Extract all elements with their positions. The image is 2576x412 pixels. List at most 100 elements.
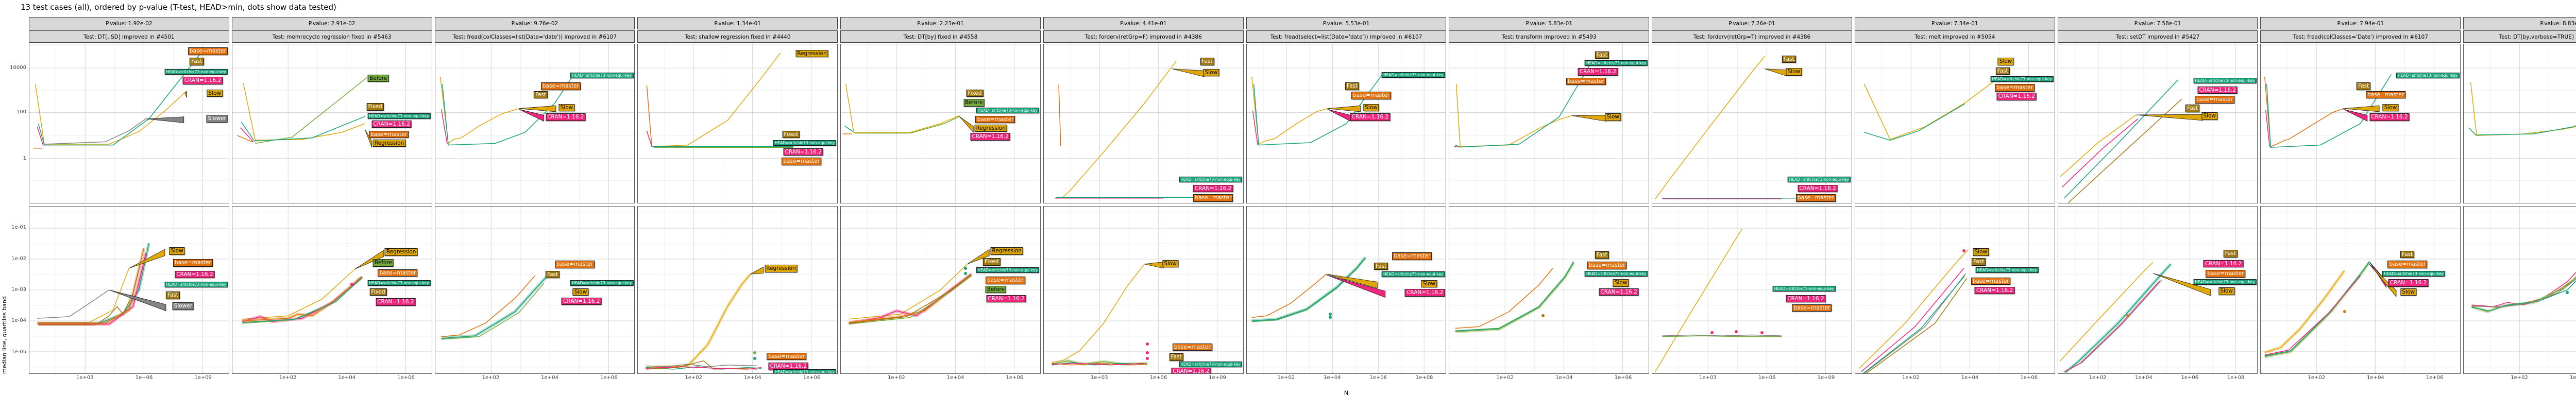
series-label: HEAD=sritchie73-non-equi-key (164, 281, 228, 287)
series-label: base=master (1587, 261, 1627, 269)
facet-pvalue-strip: P.value: 1.92e-02 (29, 17, 229, 29)
series-label: CRAN=1.16.2 (1171, 367, 1211, 373)
facet-test-strip: Test: setDT improved in #5427 (2057, 30, 2258, 43)
series-label: base=master (2365, 91, 2405, 99)
series-label: base=master (985, 277, 1025, 284)
series-label: base=master (1351, 92, 1391, 99)
series-label: Fast (2223, 250, 2238, 258)
series-plot (1449, 44, 1649, 203)
series-label: base=master (188, 47, 228, 55)
series-label: Fast (1595, 51, 1609, 59)
x-tick-row: 1e+03 1e+06 1e+09 (1043, 375, 1244, 383)
facet-test-strip: Test: memrecycle regression fixed in #54… (231, 30, 432, 43)
x-tick: 1e+06 (1006, 375, 1024, 381)
series-label: Fast (2357, 82, 2371, 90)
series-label: Fast (1972, 258, 1986, 266)
series-label: Slow (169, 247, 185, 255)
series-label: Slow (1613, 279, 1629, 287)
panel-kilobytes: HEAD=sritchie73-non-equi-key base=master F… (434, 44, 635, 203)
panel-kilobytes: Fast HEAD=sritchie73-non-equi-key CRAN=1.1… (1449, 44, 1650, 203)
panel-kilobytes: Fast Slow HEAD=sritchie73-non-equi-key CRAN… (1652, 44, 1852, 203)
data-dot (1541, 314, 1545, 318)
x-tick: 1e+03 (1090, 375, 1108, 381)
series-plot (2261, 44, 2460, 203)
x-tick: 1e+02 (1902, 375, 1920, 381)
y-tick: 1e-02 (11, 255, 26, 262)
x-tick: 1e+04 (744, 375, 761, 381)
series-label: HEAD=sritchie73-non-equi-key (1179, 177, 1242, 183)
series-label: HEAD=sritchie73-non-equi-key (1382, 271, 1445, 278)
series-plot (841, 207, 1040, 373)
series-label: Fast (1782, 55, 1796, 63)
series-label: Regression (372, 139, 406, 147)
series-label: CRAN=1.16.2 (986, 295, 1026, 303)
facet-test-strip: Test: shallow regression fixed in #4440 (637, 30, 838, 43)
series-label: Regression (765, 265, 798, 272)
series-label: HEAD=sritchie73-non-equi-key (1975, 267, 2039, 273)
facet: P.value: 4.41e-01 Test: forderv(retGrp=F)… (1043, 17, 1244, 383)
series-label: HEAD=sritchie73-non-equi-key (570, 73, 634, 79)
series-plot (2464, 44, 2576, 203)
series-plot (435, 207, 635, 373)
series-plot (2058, 207, 2258, 373)
series-label: base=master (2387, 261, 2428, 268)
series-plot (29, 207, 229, 373)
panel-kilobytes: HEAD=sritchie73-non-equi-key CRAN=1.16.2 b… (2057, 44, 2258, 203)
series-label: HEAD=sritchie73-non-equi-key (2193, 279, 2257, 285)
x-tick: 1e+08 (1415, 375, 1433, 381)
series-plot (638, 44, 837, 203)
series-label: Fast (1200, 58, 1214, 65)
series-label: Regression (385, 248, 418, 256)
data-dot (1145, 351, 1149, 354)
series-plot (1044, 207, 1243, 373)
facet-test-strip: Test: melt improved in #5054 (1854, 30, 2055, 43)
panel-kilobytes: Regression Fixed HEAD=sritchie73-non-equi-… (637, 44, 838, 203)
series-label: Fast (1374, 262, 1388, 270)
panel-kilobytes: base=master Fast HEAD=sritchie73-non-equi-… (29, 44, 229, 203)
facet-test-strip: Test: fread(select=list(Date='date')) im… (1246, 30, 1447, 43)
data-dot (753, 356, 756, 360)
panel-seconds: Fast base=master HEAD=sritchie73-non-equi-… (1449, 206, 1650, 374)
x-tick: 1e+02 (1277, 375, 1295, 381)
series-label: base=master (173, 259, 213, 267)
x-tick: 1e+02 (2511, 375, 2528, 381)
series-plot (435, 44, 635, 203)
series-label: HEAD=sritchie73-non-equi-key (1584, 270, 1648, 277)
panel-kilobytes: Slow Fast HEAD=sritchie73-non-equi-key base… (1854, 44, 2055, 203)
series-label: Before (985, 285, 1007, 294)
data-dot (1962, 249, 1965, 252)
series-label: Slow (572, 288, 589, 296)
series-label: HEAD=sritchie73-non-equi-key (976, 108, 1039, 114)
series-label: HEAD=sritchie73-non-equi-key (164, 68, 228, 75)
series-label: HEAD=sritchie73-non-equi-key (2396, 73, 2460, 79)
series-plot (1449, 207, 1649, 373)
x-tick: 1e+06 (600, 375, 618, 381)
y-tick: 1 (23, 156, 26, 162)
series-label: Before (372, 259, 394, 267)
series-label: base=master (1796, 194, 1836, 202)
series-label: Slow (2201, 112, 2218, 121)
series-label: base=master (1792, 304, 1832, 312)
figure-title: 13 test cases (all), ordered by p-value … (21, 3, 336, 12)
x-tick: 1e+02 (279, 375, 297, 381)
facet-pvalue-strip: P.value: 7.26e-01 (1652, 17, 1852, 29)
panel-seconds: base=master Fast HEAD=sritchie73-non-equi-… (1246, 206, 1447, 374)
series-label: base=master (1392, 252, 1432, 260)
facet: P.value: 7.94e-01 Test: fread(colClasses=… (2260, 17, 2461, 383)
series-label: CRAN=1.16.2 (1350, 113, 1391, 121)
x-axis-label: N (1344, 389, 1349, 397)
data-dot (2343, 310, 2346, 314)
panel-seconds: Regression base=master CRAN=1.16.2 HEAD=sri… (637, 206, 838, 374)
facet-pvalue-strip: P.value: 2.91e-02 (231, 17, 432, 29)
x-tick-row: 1e+03 1e+06 1e+09 (29, 375, 229, 383)
facet-test-strip: Test: transform improved in #5493 (1449, 30, 1650, 43)
series-label: Before (368, 74, 389, 82)
data-dot (963, 271, 967, 275)
series-label: CRAN=1.16.2 (1405, 289, 1445, 297)
series-label: CRAN=1.16.2 (1599, 288, 1639, 296)
x-tick: 1e+03 (76, 375, 94, 381)
